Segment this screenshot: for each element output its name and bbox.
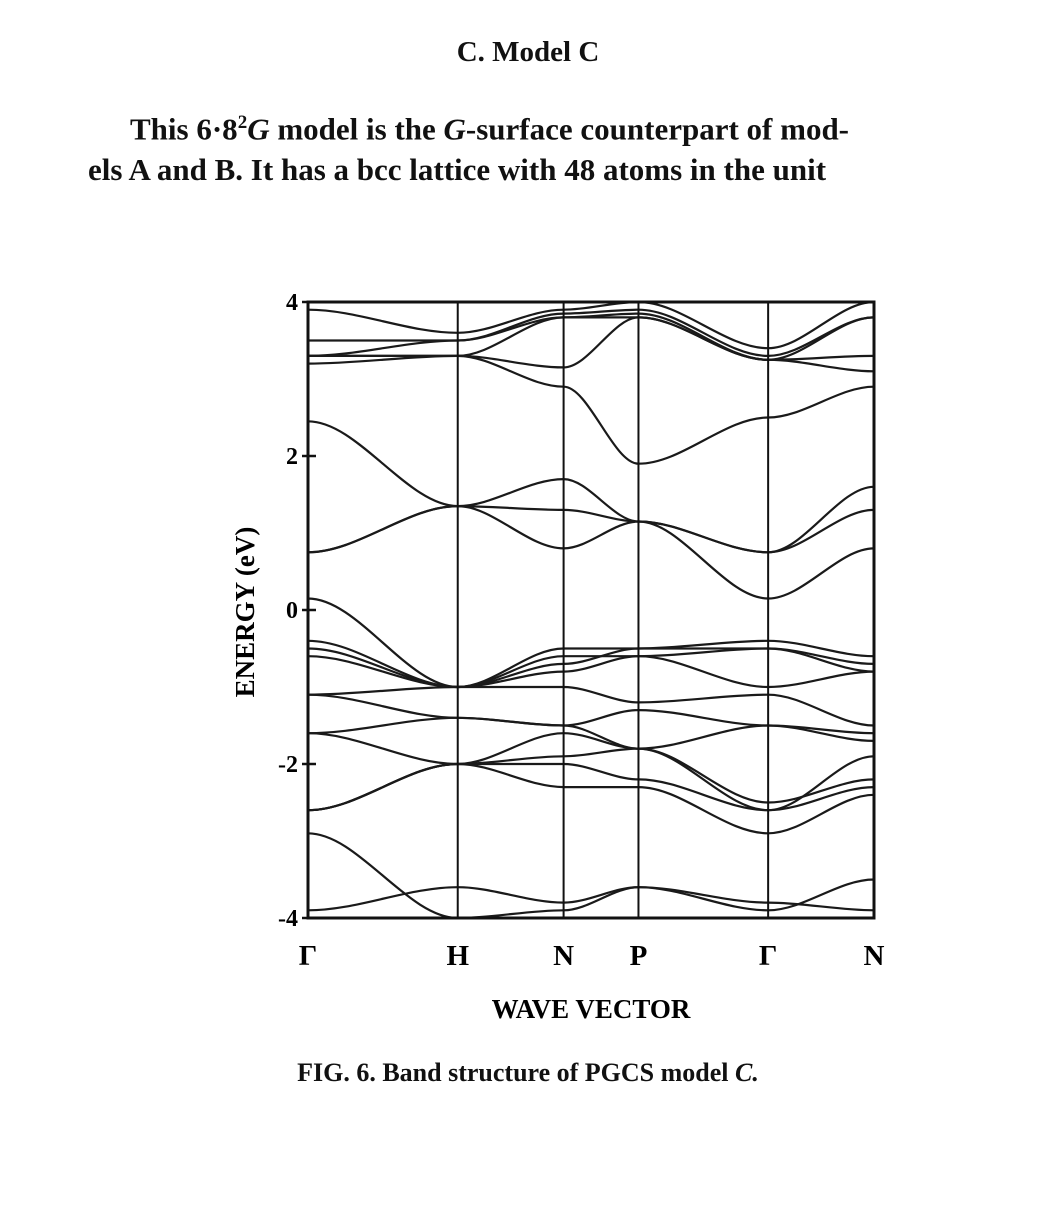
band-16 xyxy=(307,504,875,554)
k-point-label: N xyxy=(553,940,574,972)
plot-frame xyxy=(306,300,876,920)
band-22 xyxy=(307,308,875,358)
band-18 xyxy=(307,354,875,465)
band-3 xyxy=(307,832,875,920)
band-2 xyxy=(307,886,875,912)
section-heading: C. Model C xyxy=(456,36,600,68)
figure-caption: FIG. 6. Band structure of PGCS model C. xyxy=(297,1058,759,1087)
paragraph-line-1: This 6·82G model is the G-surface counte… xyxy=(130,111,850,147)
y-tick-label: 0 xyxy=(286,598,298,624)
bands-group xyxy=(307,300,875,920)
y-tick-label: -4 xyxy=(278,906,298,932)
band-9 xyxy=(307,693,875,735)
band-21 xyxy=(307,312,875,361)
band-13 xyxy=(307,639,875,689)
y-tick-label: 4 xyxy=(286,290,298,316)
y-axis-ticks: 4 2 0 -2 -4 xyxy=(278,290,316,932)
band-10 xyxy=(307,685,875,727)
k-point-label: Γ xyxy=(299,940,317,972)
y-tick-label: -2 xyxy=(278,752,298,778)
band-23 xyxy=(307,300,875,350)
band-17 xyxy=(307,420,875,554)
k-point-label: H xyxy=(446,940,469,972)
band-15 xyxy=(307,504,875,600)
k-point-label: Γ xyxy=(759,940,777,972)
body-paragraph: This 6·82G model is the G-surface counte… xyxy=(88,102,1018,190)
band-6 xyxy=(307,747,875,812)
k-point-label: P xyxy=(630,940,648,972)
band-8 xyxy=(307,716,875,750)
y-tick-label: 2 xyxy=(286,444,298,470)
band-7 xyxy=(307,732,875,812)
y-axis-title: ENERGY (eV) xyxy=(230,527,260,698)
paragraph-line-2: els A and B. It has a bcc lattice with 4… xyxy=(88,152,827,188)
band-14 xyxy=(307,597,875,689)
band-4 xyxy=(307,762,875,835)
x-axis-title: WAVE VECTOR xyxy=(492,994,691,1024)
k-point-label: N xyxy=(864,940,885,972)
k-point-lines xyxy=(456,302,770,918)
